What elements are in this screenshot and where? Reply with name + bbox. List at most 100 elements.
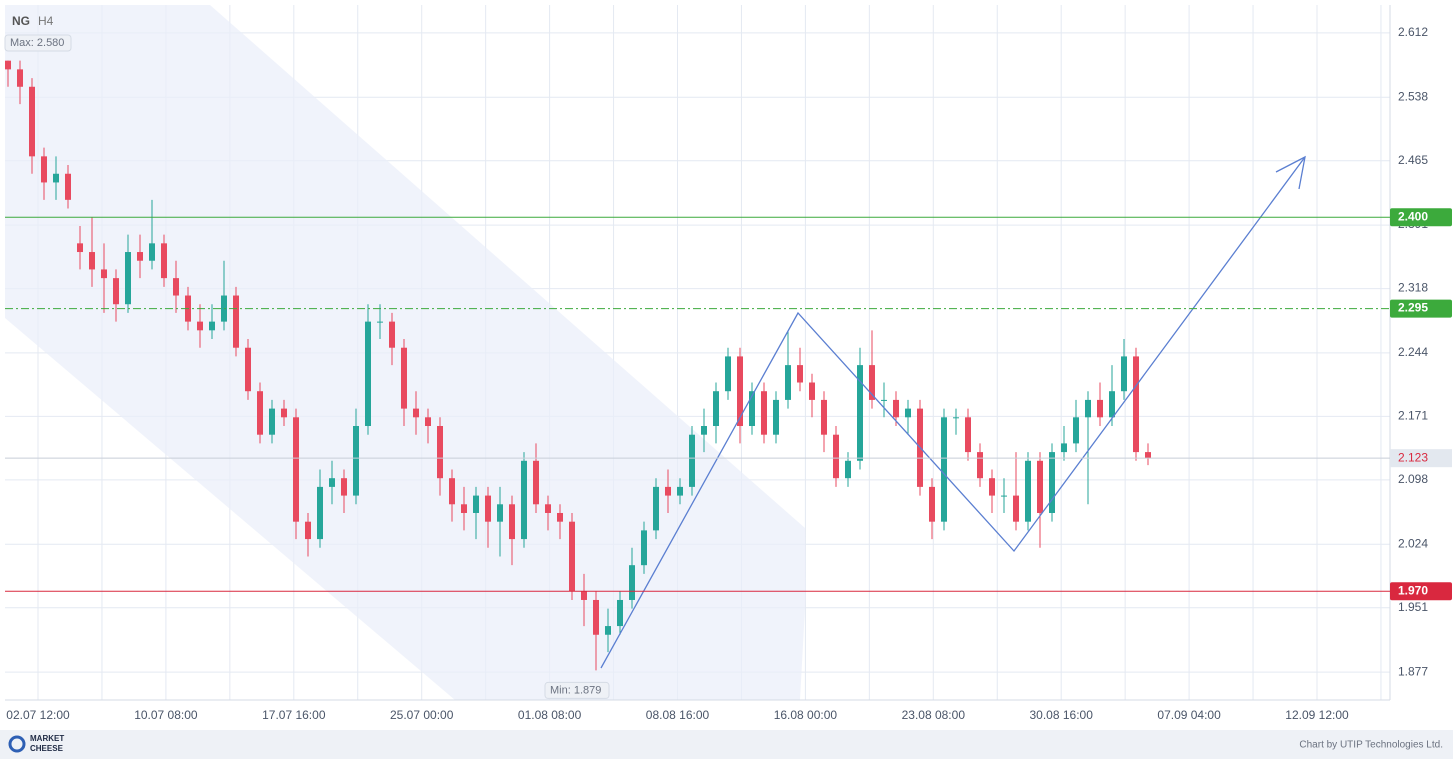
- candle-body: [17, 69, 23, 87]
- last-price-label: 2.123: [1398, 450, 1428, 464]
- candle-body: [677, 486, 683, 496]
- max-label-box: [4, 34, 72, 52]
- candle-body: [461, 504, 467, 513]
- y-tick-label: 1.951: [1398, 600, 1428, 614]
- candle-body: [989, 478, 995, 496]
- candle-body: [977, 452, 983, 479]
- candle-body: [905, 408, 911, 418]
- candle-body: [857, 365, 863, 461]
- candle-body: [341, 478, 347, 496]
- candle-body: [209, 321, 215, 331]
- candle-body: [593, 599, 599, 635]
- candle-body: [125, 252, 131, 305]
- last-price-box: [1390, 449, 1452, 468]
- candle-body: [29, 86, 35, 157]
- candle-body: [293, 417, 299, 522]
- candle-body: [845, 460, 851, 479]
- logo-icon: [8, 735, 26, 753]
- candle-body: [929, 486, 935, 522]
- candle-body: [701, 426, 707, 435]
- candle-body: [689, 434, 695, 487]
- candle-body: [317, 486, 323, 540]
- candle-body: [305, 521, 311, 540]
- candle-body: [329, 478, 335, 487]
- level-label: 1.970: [1398, 583, 1428, 597]
- candle-body: [53, 173, 59, 183]
- candle-body: [449, 478, 455, 505]
- candle-body: [797, 365, 803, 383]
- candle-body: [833, 434, 839, 479]
- brand-bottom: CHEESE: [30, 744, 64, 753]
- candle-body: [377, 321, 383, 323]
- candle-body: [197, 321, 203, 331]
- candle-body: [389, 321, 395, 348]
- candle-body: [761, 391, 767, 435]
- candle-body: [653, 486, 659, 531]
- x-tick-label: 16.08 00:00: [774, 708, 838, 722]
- y-tick-label: 2.098: [1398, 472, 1428, 486]
- brand-top: MARKET: [30, 734, 64, 743]
- level-box: [1390, 208, 1452, 227]
- candle-body: [233, 295, 239, 348]
- candle-body: [473, 495, 479, 513]
- y-tick-label: 2.244: [1398, 345, 1428, 359]
- candle-body: [1121, 356, 1127, 392]
- candle-body: [161, 243, 167, 279]
- candle-body: [1097, 399, 1103, 418]
- candle-body: [413, 408, 419, 418]
- candle-body: [149, 243, 155, 261]
- x-tick-label: 23.08 08:00: [902, 708, 966, 722]
- candle-body: [749, 391, 755, 427]
- level-label: 2.295: [1398, 301, 1428, 315]
- candle-body: [269, 408, 275, 435]
- candle-body: [641, 530, 647, 566]
- candle-body: [41, 156, 47, 183]
- candle-body: [617, 599, 623, 627]
- candle-body: [401, 347, 407, 409]
- level-box: [1390, 299, 1452, 318]
- brand-logo: MARKET CHEESE: [8, 734, 64, 753]
- y-tick-label: 1.877: [1398, 664, 1428, 678]
- credit: Chart by UTIP Technologies Ltd.: [1299, 740, 1443, 751]
- candle-body: [521, 460, 527, 540]
- candle-body: [773, 399, 779, 435]
- min-label: Min: 1.879: [550, 684, 601, 696]
- candle-body: [869, 365, 875, 400]
- candle-body: [569, 521, 575, 592]
- candle-body: [713, 391, 719, 427]
- candle-body: [1025, 460, 1031, 522]
- candle-body: [881, 399, 887, 401]
- candle-body: [1133, 356, 1139, 453]
- symbol: NG: [12, 14, 30, 28]
- candle-body: [365, 321, 371, 427]
- candle-body: [1073, 417, 1079, 444]
- plot-area: [5, 60, 1151, 671]
- candle-body: [353, 426, 359, 496]
- x-tick-label: 08.08 16:00: [646, 708, 710, 722]
- arrow-head: [1275, 155, 1306, 190]
- candle-body: [1001, 495, 1007, 497]
- candle-body: [965, 417, 971, 453]
- candle-body: [497, 504, 503, 522]
- zigzag-drawing: [600, 156, 1306, 669]
- candle-body: [737, 356, 743, 427]
- candle-body: [1013, 495, 1019, 522]
- candle-body: [425, 417, 431, 427]
- candle-body: [557, 512, 563, 522]
- candle-body: [485, 495, 491, 522]
- y-tick-label: 2.171: [1398, 409, 1428, 423]
- footer-bar: [0, 730, 1453, 759]
- candle-body: [533, 460, 539, 505]
- candle-body: [785, 365, 791, 400]
- candle-body: [113, 278, 119, 305]
- candle-body: [1109, 391, 1115, 418]
- max-label: Max: 2.580: [10, 37, 64, 49]
- candle-body: [257, 391, 263, 435]
- x-tick-label: 01.08 08:00: [518, 708, 582, 722]
- candle-body: [809, 382, 815, 400]
- y-tick-label: 2.318: [1398, 281, 1428, 295]
- candle-body: [581, 591, 587, 600]
- candle-body: [1061, 443, 1067, 453]
- candle-body: [605, 626, 611, 635]
